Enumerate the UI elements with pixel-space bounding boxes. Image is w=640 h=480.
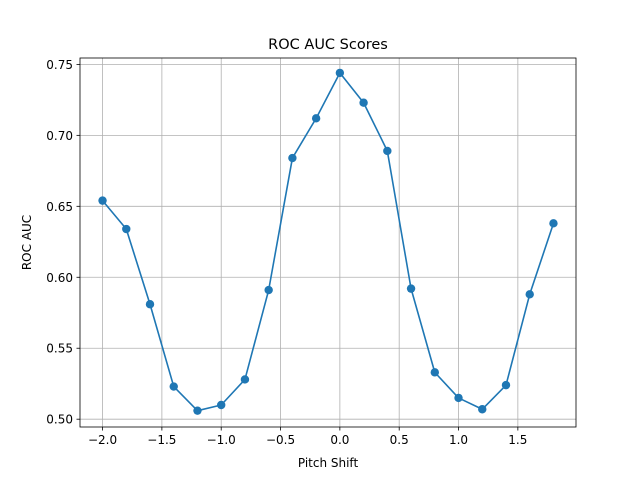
x-tick-label: 1.5 — [508, 433, 527, 447]
data-point — [454, 393, 463, 403]
y-tick-label: 0.70 — [46, 129, 73, 143]
chart-title: ROC AUC Scores — [268, 37, 388, 53]
data-point — [525, 290, 534, 299]
x-axis-label: Pitch Shift — [298, 456, 359, 470]
data-point — [383, 146, 392, 156]
data-point — [193, 406, 202, 415]
data-point — [549, 219, 558, 228]
data-point — [406, 284, 416, 293]
axis-ticks: −2.0 −1.5 −1.0 −0.5 0.0 0.5 1.0 1.5 0.50 0.55 0.60… — [46, 58, 527, 447]
y-tick-label: 0.75 — [46, 58, 73, 72]
x-tick-label: −1.5 — [147, 433, 176, 447]
data-point — [335, 68, 345, 78]
data-point — [145, 300, 155, 309]
y-axis-label: ROC AUC — [20, 215, 34, 270]
data-point — [501, 380, 511, 390]
data-point — [478, 405, 487, 414]
x-tick-label: 1.0 — [449, 433, 468, 447]
x-tick-label: −0.5 — [266, 433, 295, 447]
x-tick-label: −2.0 — [88, 433, 117, 447]
data-point — [359, 98, 368, 107]
data-point — [122, 224, 131, 234]
data-point — [217, 400, 226, 410]
x-tick-label: 0.5 — [390, 433, 409, 447]
data-point — [311, 114, 321, 123]
grid — [80, 58, 576, 427]
y-tick-label: 0.55 — [46, 342, 73, 356]
data-point — [288, 153, 297, 163]
plot-frame — [79, 57, 577, 428]
data-point — [430, 368, 439, 377]
x-tick-label: 0.0 — [330, 433, 349, 447]
data-point — [264, 285, 273, 295]
y-tick-label: 0.65 — [46, 200, 73, 214]
x-tick-label: −1.0 — [207, 433, 236, 447]
data-point — [240, 375, 250, 384]
data-point — [98, 196, 107, 205]
series — [98, 68, 558, 415]
y-tick-label: 0.60 — [46, 271, 73, 285]
series-line — [101, 72, 555, 412]
data-point — [169, 382, 178, 391]
y-tick-label: 0.50 — [46, 413, 73, 427]
